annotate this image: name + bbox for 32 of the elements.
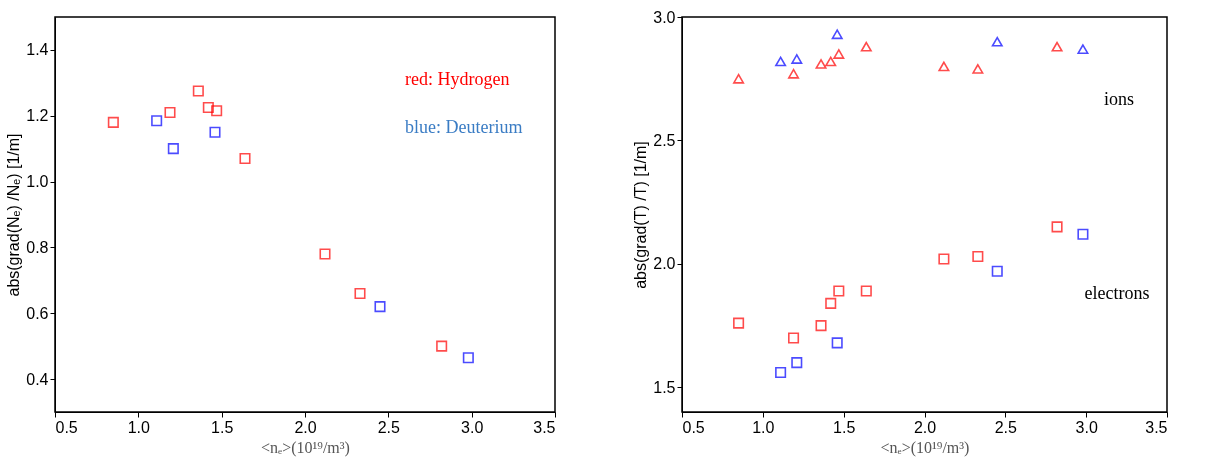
annotation: electrons <box>1084 282 1150 303</box>
y-tick-label: 2.0 <box>653 255 676 273</box>
x-tick-label: 3.0 <box>461 418 484 436</box>
y-tick-label: 1.0 <box>26 173 49 191</box>
x-tick-label: 1.0 <box>127 418 151 436</box>
y-tick-label: 0.4 <box>26 370 49 388</box>
y-tick-label: 2.5 <box>653 131 676 149</box>
x-axis-title: <nₑ>(10¹⁹/m³) <box>880 438 970 457</box>
y-tick-label: 0.6 <box>26 304 49 322</box>
x-tick-label: 1.5 <box>211 418 234 436</box>
x-tick-label: 2.5 <box>994 418 1018 436</box>
x-tick-label: 3.5 <box>1145 418 1168 436</box>
x-tick-label: 0.5 <box>55 418 78 436</box>
x-tick-label: 2.5 <box>377 418 401 436</box>
y-tick-label: 1.5 <box>653 378 676 396</box>
y-tick-label: 3.0 <box>653 8 676 26</box>
x-tick-label: 3.0 <box>1075 418 1098 436</box>
annotation: red: Hydrogen <box>405 69 510 90</box>
x-tick-label: 2.0 <box>913 418 937 436</box>
x-tick-label: 0.5 <box>682 418 705 436</box>
x-axis-title: <nₑ>(10¹⁹/m³) <box>261 438 350 457</box>
annotation: ions <box>1103 88 1134 109</box>
annotation: blue: Deuterium <box>405 116 523 137</box>
y-axis-title: abs(grad(Nₑ) /Nₑ) [1/m] <box>5 133 23 297</box>
y-tick-label: 1.4 <box>26 41 49 59</box>
y-tick-label: 1.2 <box>26 107 49 125</box>
y-axis-title: abs(grad(T) /T) [1/m] <box>632 141 650 289</box>
x-tick-label: 3.5 <box>533 418 556 436</box>
y-tick-label: 0.8 <box>26 238 49 256</box>
x-tick-label: 2.0 <box>294 418 317 436</box>
x-tick-label: 1.0 <box>752 418 775 436</box>
x-tick-label: 1.5 <box>833 418 856 436</box>
